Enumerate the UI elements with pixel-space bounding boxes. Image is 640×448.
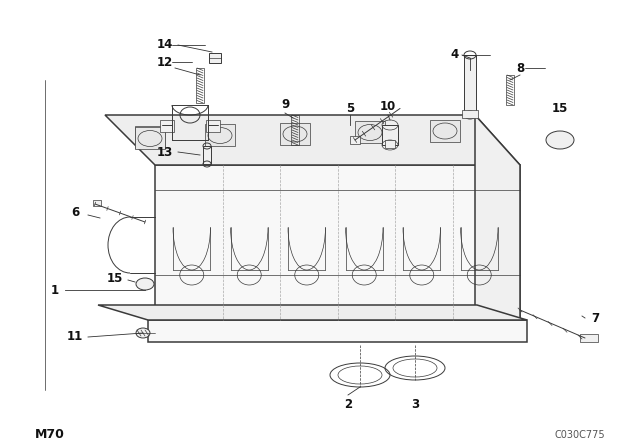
Text: 4: 4 [451,48,459,61]
Text: 14: 14 [157,39,173,52]
Text: C030C775: C030C775 [554,430,605,440]
Bar [160,120,174,132]
Bar [580,334,598,342]
Text: M70: M70 [35,428,65,441]
Text: 3: 3 [411,399,419,412]
Bar [350,136,360,144]
Ellipse shape [546,131,574,149]
Polygon shape [98,305,527,320]
Bar [291,115,299,145]
Polygon shape [105,115,520,165]
Text: 7: 7 [591,311,599,324]
Ellipse shape [136,278,154,290]
Polygon shape [148,320,527,342]
Bar [206,120,220,132]
Bar [209,53,221,63]
Polygon shape [475,115,520,320]
Bar [462,110,478,118]
Text: 13: 13 [157,146,173,159]
Text: 6: 6 [71,207,79,220]
Bar [464,55,476,115]
Text: 5: 5 [346,102,354,115]
Bar [382,125,398,145]
Text: 12: 12 [157,56,173,69]
Bar [385,140,395,148]
Text: 1: 1 [51,284,59,297]
Bar [205,125,235,146]
Text: 15: 15 [552,102,568,115]
Bar [203,146,211,164]
Ellipse shape [136,328,150,338]
Text: 9: 9 [281,99,289,112]
Bar [280,123,310,145]
Bar [506,75,514,105]
Text: 15: 15 [107,271,123,284]
Text: 11: 11 [67,331,83,344]
Bar [135,126,165,148]
Bar [135,128,165,150]
Polygon shape [155,165,520,320]
Text: 10: 10 [380,100,396,113]
Text: 2: 2 [344,399,352,412]
Bar [430,120,460,142]
Bar [93,200,101,206]
Text: 8: 8 [516,61,524,74]
Bar [355,121,385,143]
Bar [196,68,204,103]
